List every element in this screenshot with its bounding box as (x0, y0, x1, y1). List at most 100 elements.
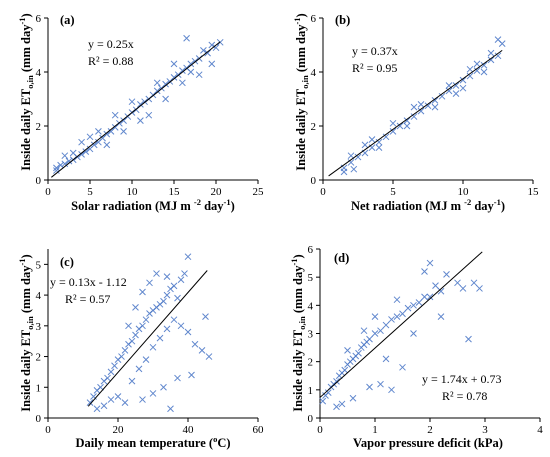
data-point (410, 113, 418, 120)
data-point (57, 161, 64, 169)
data-point (410, 330, 417, 337)
data-point (473, 60, 481, 68)
data-point (399, 363, 406, 371)
data-point (465, 335, 472, 343)
r-squared-label: R² = 0.95 (352, 61, 397, 75)
data-point (179, 67, 186, 75)
data-point (183, 34, 190, 42)
data-point (153, 87, 161, 95)
data-point (459, 285, 467, 292)
x-axis-label: Daily mean temperature (oC) (75, 434, 230, 450)
data-point (324, 389, 332, 397)
data-point (61, 160, 69, 168)
r-squared-label: R² = 0.57 (65, 292, 110, 306)
y-tick-label: 3 (36, 321, 42, 333)
data-point (333, 378, 340, 385)
y-tick-label: 4 (36, 67, 42, 79)
data-point (382, 321, 390, 329)
data-point (78, 138, 85, 146)
data-point (146, 279, 153, 287)
data-point (202, 313, 209, 320)
data-point (366, 335, 373, 343)
data-point (121, 347, 129, 354)
data-point (93, 405, 101, 413)
y-tick-label: 6 (36, 13, 42, 25)
data-point (355, 349, 362, 357)
data-point (181, 270, 188, 277)
data-point (494, 36, 502, 43)
data-point (132, 304, 139, 311)
chart-panel: 0 5 10 15 20 25 0 2 4 6 (a) y = 0.25x R² = 0.88 Solar… (17, 13, 264, 213)
x-tick-label: 4 (537, 424, 543, 436)
data-point (184, 328, 192, 336)
data-point (466, 65, 474, 73)
panel-label: (d) (334, 251, 349, 265)
y-axis-label: Inside daily ETo,in (mm day-1) (289, 254, 307, 411)
data-point (198, 347, 206, 354)
panel-label: (b) (335, 13, 350, 27)
data-point (443, 270, 450, 278)
y-tick-label: 0 (311, 175, 317, 187)
data-point (100, 402, 108, 410)
y-tick-label: 0 (36, 175, 42, 187)
data-point (437, 287, 445, 295)
data-point (107, 396, 115, 403)
chart-panel: 0 20 40 60 0 1 2 3 4 5 (c) y = 0.13x - 1.12 R² = 0.5… (17, 249, 264, 450)
x-tick-label: 10 (127, 186, 139, 198)
y-tick-label: 2 (311, 121, 317, 133)
x-tick-label: 40 (183, 424, 195, 436)
data-point (445, 87, 453, 95)
regression-equation: y = 1.74x + 0.73 (422, 372, 502, 386)
x-tick-label: 0 (320, 186, 326, 198)
data-point (78, 150, 85, 158)
x-tick-label: 5 (87, 186, 93, 198)
x-tick-label: 60 (253, 424, 265, 436)
data-point (191, 340, 199, 348)
data-point (341, 366, 349, 374)
data-point (454, 279, 461, 287)
data-point (452, 82, 460, 89)
data-point (156, 334, 164, 342)
regression-equation: y = 0.13x - 1.12 (50, 275, 127, 289)
data-point (426, 259, 434, 267)
y-tick-label: 1 (36, 382, 42, 394)
data-point (366, 383, 373, 391)
data-point (162, 80, 169, 88)
data-point (371, 313, 379, 320)
r-squared-label: R² = 0.88 (88, 54, 133, 68)
data-point (426, 293, 434, 301)
data-point (417, 101, 425, 108)
regression-equation: y = 0.37x (352, 44, 398, 58)
data-point (377, 380, 384, 388)
panel-label: (c) (60, 255, 74, 269)
y-tick-label: 4 (311, 67, 317, 79)
x-axis-label: Solar radiation (MJ m -2 day-1) (71, 197, 235, 213)
chart-panel: 0 1 2 3 4 0 1 2 3 4 5 6 (d) y = 1.74x + 0.73 R² = 0.78… (289, 244, 543, 450)
data-point (459, 76, 467, 84)
data-point (162, 95, 169, 103)
data-point (170, 282, 178, 290)
data-point (396, 122, 404, 130)
data-point (86, 399, 94, 406)
data-point (174, 374, 181, 382)
data-point (208, 60, 216, 68)
y-tick-label: 4 (36, 290, 42, 302)
data-point (421, 293, 428, 301)
y-tick-label: 2 (308, 357, 314, 369)
data-point (349, 394, 357, 402)
trendline (319, 251, 483, 398)
data-point (410, 301, 417, 309)
x-tick-label: 5 (390, 186, 396, 198)
data-point (139, 322, 146, 330)
data-point (103, 130, 111, 138)
data-point (120, 128, 127, 135)
data-point (338, 400, 346, 408)
data-point (350, 165, 358, 173)
data-point (375, 144, 383, 151)
x-tick-label: 3 (482, 424, 488, 436)
chart-panel: 0 5 10 15 0 2 4 6 (b) y = 0.37x R² = 0.95 Net radia… (292, 13, 539, 213)
data-point (153, 270, 160, 277)
x-axis-label: Net radiation (MJ m -2 day-1) (351, 197, 505, 213)
data-point (90, 141, 98, 149)
data-point (137, 101, 144, 108)
